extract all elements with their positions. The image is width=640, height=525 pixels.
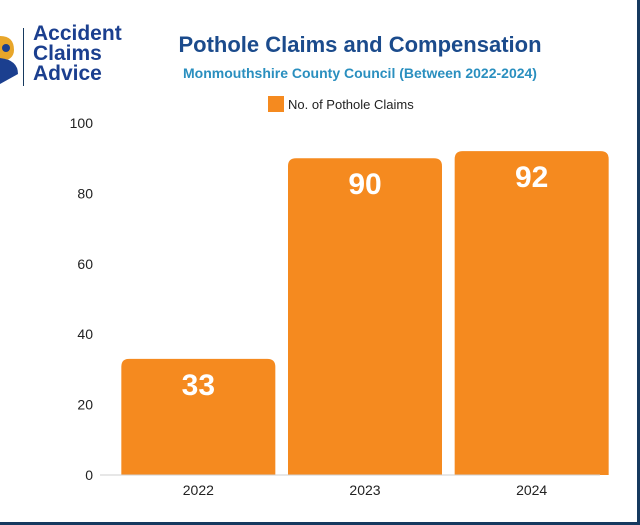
chart-legend: No. of Pothole Claims: [268, 95, 414, 113]
data-label-2023: 90: [348, 168, 381, 201]
data-label-2022: 33: [182, 369, 215, 402]
logo-line-3: Advice: [33, 62, 102, 85]
y-tick-label-40: 40: [77, 326, 93, 342]
brand-logo: Accident Claims Advice: [0, 22, 140, 94]
legend-swatch: [268, 96, 284, 112]
y-tick-label-80: 80: [77, 185, 93, 201]
y-tick-label-60: 60: [77, 256, 93, 272]
y-tick-label-100: 100: [70, 115, 94, 131]
logo-wordmark: Accident Claims Advice: [33, 22, 122, 85]
data-label-2024: 92: [515, 161, 548, 194]
bar-2024: [454, 151, 609, 475]
x-tick-label-2024: 2024: [516, 482, 547, 498]
chart-subtitle: Monmouthshire County Council (Between 20…: [183, 65, 537, 81]
logo-line-2: Claims: [33, 42, 102, 65]
logo-line-1: Accident: [33, 22, 122, 45]
y-tick-label-20: 20: [77, 397, 93, 413]
y-tick-label-0: 0: [85, 467, 93, 483]
x-tick-label-2022: 2022: [183, 482, 214, 498]
legend-label: No. of Pothole Claims: [288, 96, 414, 112]
x-tick-label-2023: 2023: [349, 482, 380, 498]
bar-2022: [121, 358, 276, 475]
logo-divider: [23, 28, 24, 86]
chart-title: Pothole Claims and Compensation: [178, 32, 542, 57]
bar-2023: [288, 158, 442, 475]
logo-emblem-icon: [0, 36, 18, 84]
